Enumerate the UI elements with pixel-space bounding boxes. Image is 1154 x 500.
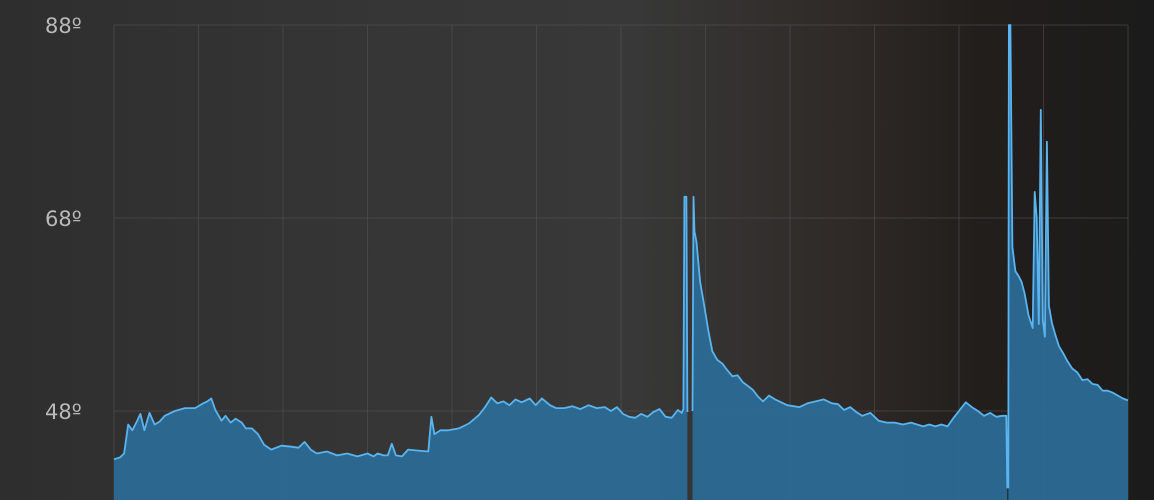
series-area-segment — [114, 196, 688, 500]
y-tick-label: 48º — [45, 400, 82, 424]
y-tick-label: 68º — [45, 207, 82, 231]
series-line-segment — [1007, 24, 1129, 489]
series-area-segment — [1008, 25, 1128, 500]
series-line-segment — [113, 195, 689, 461]
y-tick-label: 88º — [45, 14, 82, 38]
series-area-segment — [692, 196, 1008, 500]
series-line-segment — [691, 195, 1009, 489]
